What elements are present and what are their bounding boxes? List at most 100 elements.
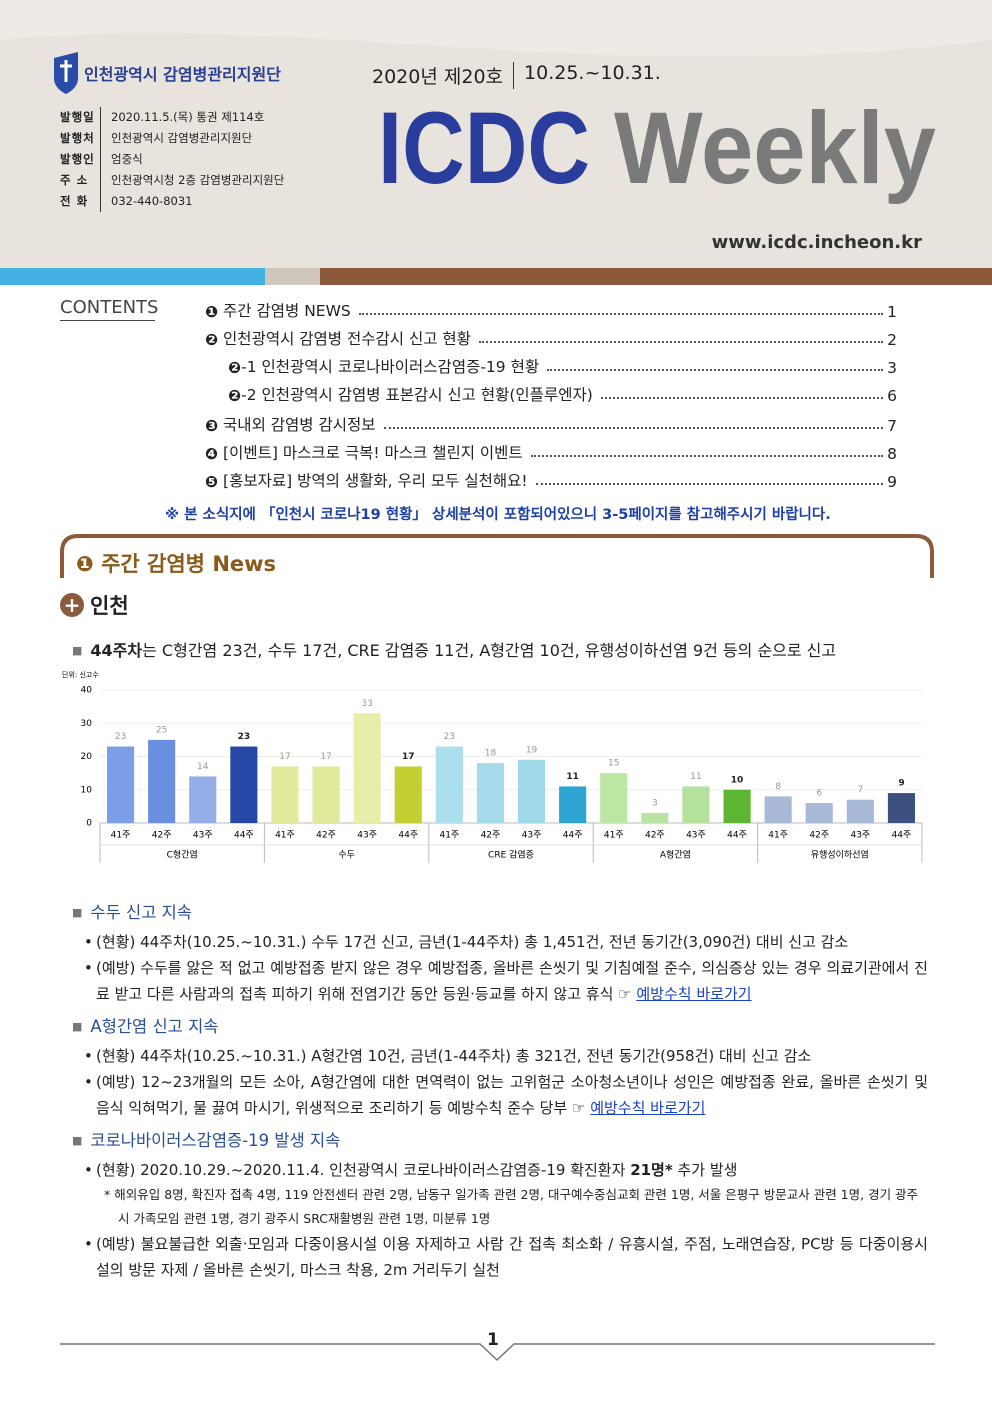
footer-line	[60, 1343, 935, 1362]
bullet: • (예방) 12~23개월의 모든 소아, A형간염에 대한 면역력이 없는 고…	[84, 1069, 928, 1121]
y-tick-label: 0	[86, 819, 92, 829]
subsection: + 인천	[60, 590, 129, 620]
info-key: 발행처	[60, 128, 101, 149]
group-label: CRE 감염증	[488, 849, 534, 861]
link[interactable]: 예방수칙 바로가기	[590, 1099, 706, 1117]
toc-text: -1 인천광역시 코로나바이러스감염증-19 현황	[241, 358, 540, 376]
bullet: • (현황) 44주차(10.25.~10.31.) A형간염 10건, 금년(1…	[84, 1043, 928, 1069]
toc-text: 국내외 감염병 감시정보	[218, 416, 376, 434]
topic-title-text: 수두 신고 지속	[90, 903, 192, 922]
y-tick-label: 30	[81, 719, 93, 729]
value-label: 3	[652, 799, 658, 809]
bar	[435, 746, 463, 823]
page-number: 1	[487, 1330, 499, 1350]
contents-label: CONTENTS	[60, 297, 158, 321]
info-row: 발행처 인천광역시 감염병관리지원단	[60, 128, 284, 149]
toc-page: 1	[887, 303, 897, 321]
group-label: A형간염	[660, 850, 691, 861]
info-value: 엄중식	[111, 152, 143, 166]
value-label: 17	[279, 752, 290, 762]
value-label: 23	[444, 732, 455, 742]
y-tick-label: 20	[81, 752, 93, 762]
x-tick-label: 42주	[316, 830, 336, 841]
topics: ■ 수두 신고 지속 • (현황) 44주차(10.25.~10.31.) 수두 17…	[60, 893, 928, 1283]
masthead: ICDC Weekly	[378, 100, 936, 205]
x-tick-label: 44주	[563, 830, 583, 841]
x-tick-label: 41주	[111, 830, 131, 841]
bar	[189, 776, 217, 823]
toc-marker: ❺	[205, 473, 219, 491]
info-key: 발행일	[60, 107, 101, 128]
value-label: 14	[197, 762, 209, 772]
group-label: 수두	[338, 850, 355, 861]
toc-row: ❷ -1 인천광역시 코로나바이러스감염증-19 현황 3	[228, 353, 897, 377]
toc-leader	[600, 397, 884, 399]
bar	[805, 803, 833, 823]
contents-note: ※ 본 소식지에 「인천시 코로나19 현황」 상세분석이 포함되어있으니 3-…	[165, 507, 831, 523]
value-label: 18	[485, 749, 497, 759]
subsection-title: 인천	[90, 594, 129, 618]
bar	[148, 739, 176, 823]
x-tick-label: 44주	[727, 830, 747, 841]
x-tick-label: 41주	[768, 830, 788, 841]
toc-row: ❸ 국내외 감염병 감시정보 7	[205, 411, 897, 435]
chart: 단위: 신고수 0 10 20 30 40 23 41주 25 42주 14 43주 23 44주 C형간염…	[62, 670, 923, 863]
info-value: 인천광역시청 2층 감염병관리지원단	[111, 173, 285, 187]
bullet-text: (현황) 2020.10.29.~2020.11.4. 인천광역시 코로나바이러…	[96, 1161, 631, 1179]
toc-text: 인천광역시 감염병 전수감시 신고 현황	[218, 330, 471, 348]
value-label: 10	[731, 775, 744, 785]
bar	[887, 793, 916, 823]
group-label: 유행성이하선염	[811, 849, 869, 861]
info-key: 주 소	[60, 170, 101, 191]
bar	[600, 773, 628, 823]
bullet: • (예방) 불요불급한 외출·모임과 다중이용시설 이용 자제하고 사람 간 접…	[84, 1231, 928, 1283]
info-row: 발행일 2020.11.5.(목) 통권 제114호	[60, 107, 284, 128]
value-label: 6	[816, 789, 822, 799]
bullet-body: (현황) 44주차(10.25.~10.31.) A형간염 10건, 금년(1-…	[96, 1043, 928, 1069]
x-tick-label: 42주	[481, 830, 501, 841]
link[interactable]: 예방수칙 바로가기	[636, 985, 752, 1003]
title-sub: Weekly	[614, 100, 936, 205]
x-tick-label: 43주	[193, 830, 213, 841]
toc-leader	[535, 483, 884, 485]
value-label: 11	[690, 772, 701, 782]
x-tick-label: 44주	[398, 830, 418, 841]
value-label: 17	[402, 752, 415, 762]
y-tick-label: 40	[81, 686, 93, 696]
toc-marker: ❶	[205, 303, 219, 321]
value-label: 15	[608, 759, 619, 769]
toc-page: 6	[887, 387, 897, 405]
info-key: 전 화	[60, 191, 101, 212]
header-bg	[0, 0, 992, 285]
bar	[394, 766, 422, 823]
toc-row: ❷ 인천광역시 감염병 전수감시 신고 현황 2	[205, 325, 897, 349]
toc-row: ❷ -2 인천광역시 감염병 표본감시 신고 현황(인플루엔자) 6	[228, 381, 897, 405]
bar	[682, 786, 710, 823]
info-table: 발행일 2020.11.5.(목) 통권 제114호 발행처 인천광역시 감염병관리지…	[60, 107, 284, 212]
info-row: 주 소 인천광역시청 2층 감염병관리지원단	[60, 170, 284, 191]
value-label: 17	[320, 752, 331, 762]
value-label: 8	[775, 782, 781, 792]
bullet: • (현황) 44주차(10.25.~10.31.) 수두 17건 신고, 금년(…	[84, 929, 928, 955]
toc-marker: ❸	[205, 417, 219, 435]
bar	[106, 746, 135, 823]
toc-leader	[547, 369, 884, 371]
x-tick-label: 41주	[275, 830, 295, 841]
toc-leader	[358, 313, 884, 315]
toc-leader	[383, 427, 884, 429]
info-row: 발행인 엄중식	[60, 149, 284, 170]
toc-page: 9	[887, 473, 897, 491]
bullet-text: (현황) 44주차(10.25.~10.31.) A형간염 10건, 금년(1-…	[96, 1047, 812, 1065]
period: 10.25.~10.31.	[524, 62, 661, 84]
value-label: 11	[566, 772, 579, 782]
x-tick-label: 42주	[645, 830, 665, 841]
bar	[846, 799, 874, 823]
x-tick-label: 42주	[152, 830, 172, 841]
toc-text: 주간 감염병 NEWS	[218, 302, 351, 320]
info-value: 인천광역시 감염병관리지원단	[111, 131, 253, 145]
info-key: 발행인	[60, 149, 101, 170]
issue: 2020년 제20호	[372, 66, 504, 88]
bullet-body: (예방) 12~23개월의 모든 소아, A형간염에 대한 면역력이 없는 고위…	[96, 1069, 928, 1121]
bullet-body: (예방) 불요불급한 외출·모임과 다중이용시설 이용 자제하고 사람 간 접촉…	[96, 1231, 928, 1283]
